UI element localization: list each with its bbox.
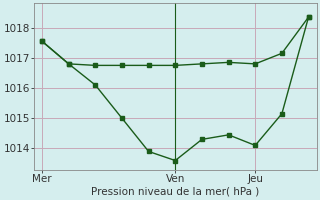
X-axis label: Pression niveau de la mer( hPa ): Pression niveau de la mer( hPa ) [91,187,260,197]
